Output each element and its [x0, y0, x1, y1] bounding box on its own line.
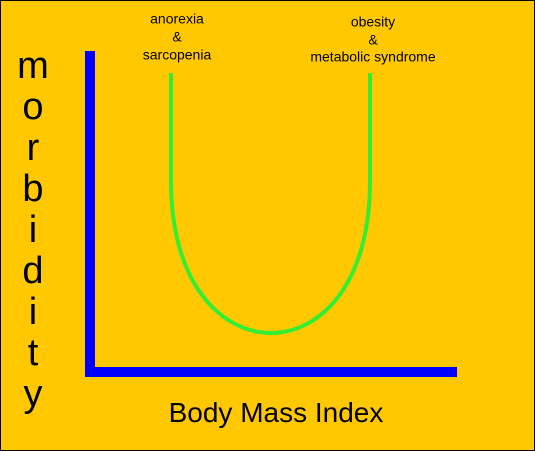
- y-axis-label: morbidity: [12, 45, 54, 414]
- u-curve: [169, 73, 372, 336]
- annotation-line: &: [368, 32, 378, 48]
- x-axis-label: Body Mass Index: [169, 397, 384, 428]
- x-axis: [85, 367, 457, 377]
- annotation-line: anorexia: [150, 11, 204, 27]
- annotation-line: metabolic syndrome: [310, 49, 435, 65]
- annotation-line: &: [172, 29, 182, 45]
- annotation-line: sarcopenia: [143, 47, 212, 63]
- y-axis: [85, 51, 95, 377]
- annotation-line: obesity: [351, 14, 395, 30]
